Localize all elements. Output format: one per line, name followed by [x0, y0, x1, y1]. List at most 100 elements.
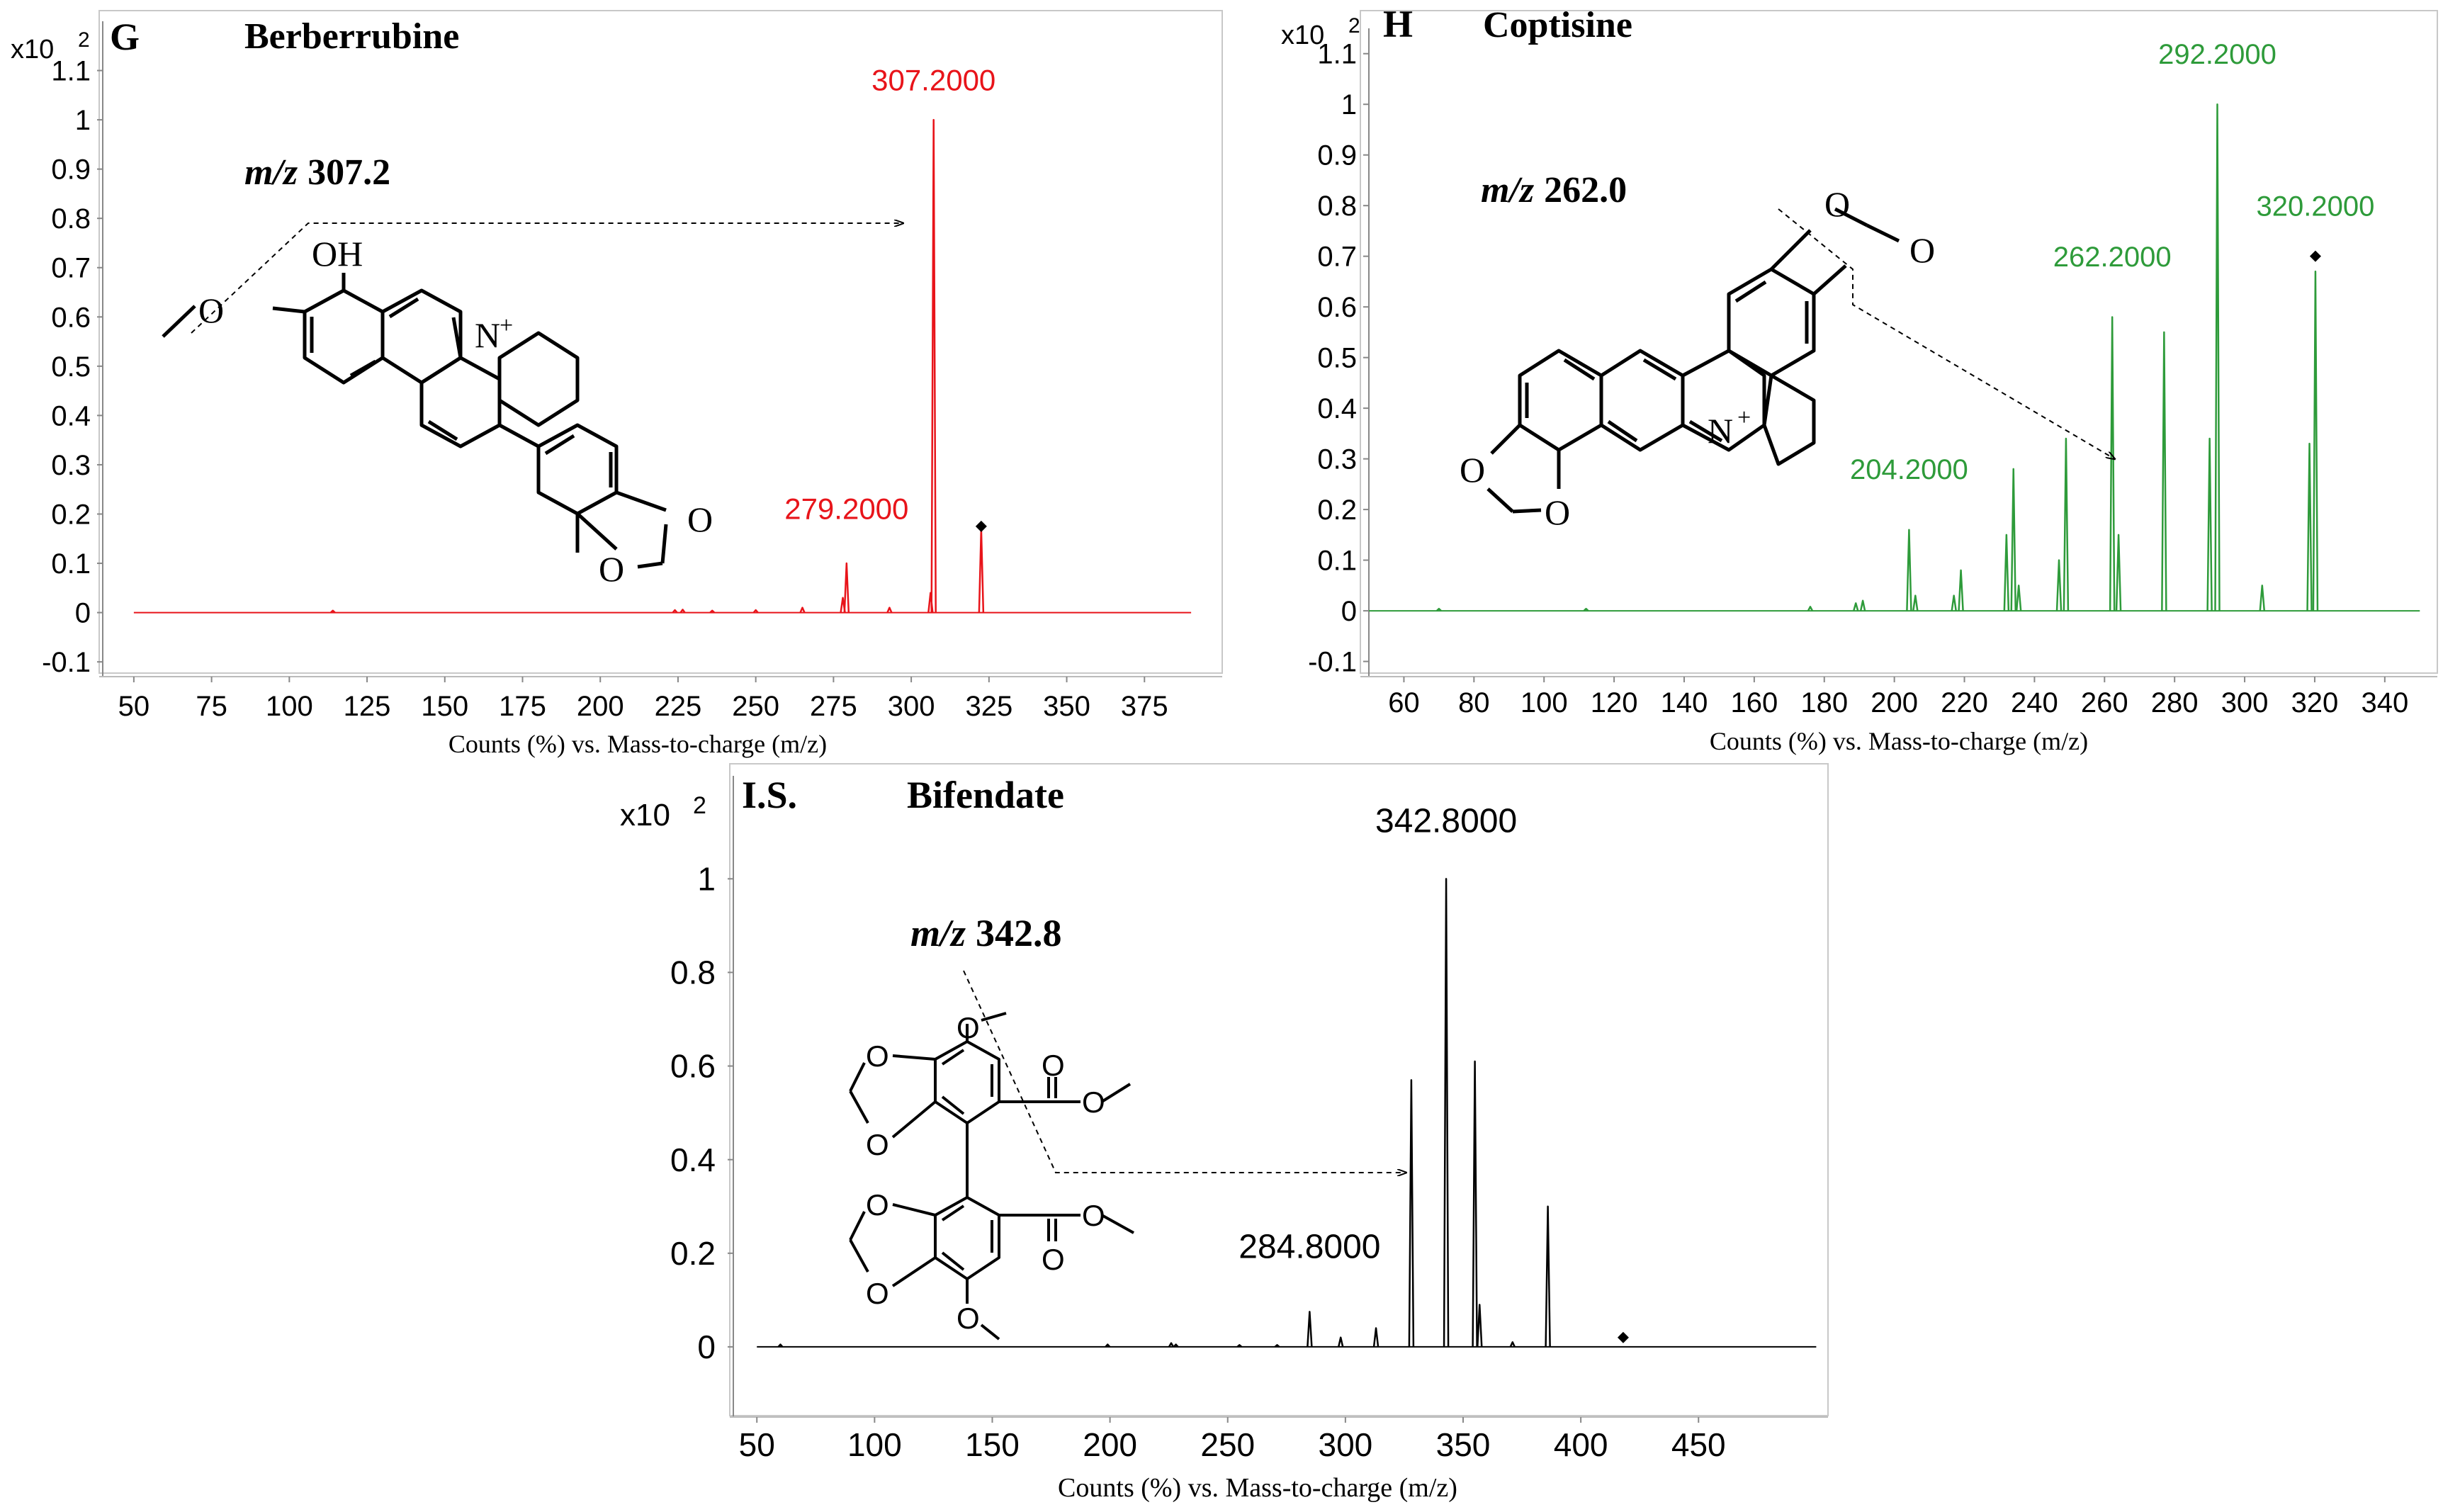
precursor-marker — [2309, 250, 2321, 262]
y-tick-label: 0.9 — [51, 154, 91, 186]
y-tick-label: 0 — [1341, 596, 1357, 627]
dioxole-bond — [637, 561, 663, 569]
panel-g-y-exponent: 2 — [78, 28, 90, 52]
spectrum-peak — [1906, 529, 1912, 611]
x-tick-label: 160 — [1730, 687, 1778, 718]
inner-bond — [388, 297, 419, 319]
panel-g-plot: -0.1 0 0.1 0.2 0.3 0.4 0.5 0.6 0.7 0.8 0.9 1 1.1 50 75… — [42, 56, 1192, 722]
atom-o-1: O — [1824, 184, 1850, 224]
atom-charge: + — [500, 312, 513, 339]
atom-o-dioxole-2: O — [866, 1128, 889, 1161]
panel-is-frame — [729, 763, 1829, 1416]
dioxole-bond — [849, 1211, 866, 1241]
mz-prefix: m/z — [910, 912, 966, 954]
y-tick-label: -0.1 — [1308, 647, 1357, 678]
x-tick-label: 260 — [2081, 687, 2128, 718]
y-tick-label: 0.5 — [51, 351, 91, 383]
y-tick-label: 0.2 — [51, 499, 91, 530]
atom-o-ester-1: O — [1082, 1085, 1105, 1119]
inner-bond — [1688, 419, 1723, 443]
spectrum-peak — [709, 609, 716, 614]
spectrum-peak — [1509, 1341, 1516, 1348]
dioxole-bond — [849, 1239, 869, 1273]
inner-bond — [1734, 280, 1767, 303]
panel-g-berberrubine: -0.1 0 0.1 0.2 0.3 0.4 0.5 0.6 0.7 0.8 0.9 1 1.1 50 75… — [11, 10, 1223, 758]
spectrum-peak — [1168, 1342, 1175, 1348]
peak-label: 284.8000 — [1239, 1228, 1380, 1265]
x-tick-label: 375 — [1121, 691, 1168, 722]
inner-bond — [544, 434, 575, 456]
atom-o-methoxy: O — [198, 290, 224, 330]
x-tick-label: 250 — [732, 691, 779, 722]
spectrum-peak — [930, 118, 937, 613]
y-tick-label: 1 — [75, 105, 91, 136]
x-tick-label: 280 — [2151, 687, 2199, 718]
spectrum-peak — [2063, 437, 2070, 611]
ring-d — [419, 356, 502, 448]
spectrum-peak — [1472, 1060, 1478, 1347]
ring-a — [303, 288, 385, 385]
y-tick-label: 0.5 — [1317, 343, 1357, 374]
inner-bond — [941, 1049, 965, 1066]
atom-o-dioxole-4: O — [866, 1277, 889, 1310]
spectrum-peak — [886, 607, 893, 614]
spectrum-peak — [1807, 606, 1814, 611]
y-tick-label: 0.3 — [1317, 444, 1357, 475]
mz-value: 307.2 — [308, 152, 390, 193]
inner-bond — [941, 1095, 965, 1115]
spectrum-peak — [978, 528, 985, 613]
dioxole-bond — [660, 524, 668, 564]
mz-prefix: m/z — [244, 152, 298, 193]
panel-h-fragment-arrow — [1778, 208, 2115, 459]
x-tick-label: 320 — [2291, 687, 2339, 718]
spectrum-peak — [329, 609, 336, 614]
dioxole-bond — [1770, 229, 1812, 271]
dioxole-bond — [892, 1054, 936, 1061]
atom-o-dioxole-3: O — [866, 1188, 889, 1222]
ring-d — [1727, 267, 1816, 378]
y-tick-label: 1 — [1341, 89, 1357, 120]
inner-bond — [451, 317, 463, 359]
panel-is-fragment-arrow — [963, 970, 1406, 1173]
spectrum-peak — [1545, 1205, 1551, 1347]
spectrum-peak — [1274, 1344, 1280, 1348]
spectrum-peak — [1173, 1343, 1179, 1348]
spectrum-peak — [679, 609, 686, 614]
panel-g-x-label: Counts (%) vs. Mass-to-charge (m/z) — [448, 730, 827, 758]
dioxole-bond — [891, 1100, 937, 1139]
dioxole-bond — [1866, 223, 1900, 243]
panel-h-mz-annotation: m/z 262.0 — [1481, 170, 1627, 210]
y-tick-label: 0.6 — [51, 302, 91, 333]
spectrum-peak — [2055, 559, 2063, 611]
dioxole-bond — [1812, 264, 1847, 295]
x-tick-label: 300 — [2221, 687, 2269, 718]
x-tick-label: 450 — [1671, 1426, 1726, 1463]
spectrum-peak — [2010, 468, 2016, 611]
x-tick-label: 275 — [810, 691, 857, 722]
atom-o-methoxy-top: O — [957, 1011, 980, 1044]
spectrum-peak — [1853, 602, 1859, 611]
y-tick-label: 0 — [75, 598, 91, 629]
panel-is-mz-annotation: m/z 342.8 — [910, 912, 1062, 954]
dioxole-bond — [616, 490, 667, 512]
atom-oh: OH — [312, 234, 363, 273]
spectrum-peak — [1859, 599, 1866, 611]
x-tick-label: 350 — [1436, 1426, 1491, 1463]
y-tick-label: 0.3 — [51, 450, 91, 481]
x-tick-label: 180 — [1800, 687, 1848, 718]
atom-o-dioxole-1: O — [687, 500, 713, 539]
inner-bond — [1607, 419, 1638, 443]
inner-bond — [941, 1204, 965, 1222]
y-tick-label: 0.8 — [670, 954, 716, 991]
dioxole-bond — [1486, 487, 1514, 513]
atom-o-2: O — [1909, 230, 1935, 270]
x-tick-label: 200 — [1083, 1426, 1137, 1463]
panel-g-y-multiplier: x10 — [11, 35, 54, 64]
y-tick-label: 0.1 — [51, 548, 91, 580]
spectrum-peak — [777, 1343, 784, 1348]
dioxole-bond — [891, 1256, 937, 1287]
panel-g-label: G — [110, 16, 140, 58]
panel-h-coptisine: -0.1 0 0.1 0.2 0.3 0.4 0.5 0.6 0.7 0.8 0.9 1 1.1 60 80… — [1281, 3, 2438, 755]
x-tick-label: 100 — [266, 691, 313, 722]
